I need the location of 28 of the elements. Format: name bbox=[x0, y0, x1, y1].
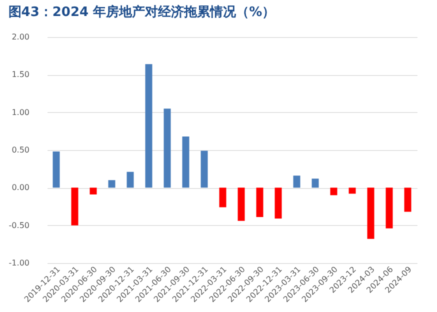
bar bbox=[386, 188, 393, 228]
bar bbox=[200, 150, 208, 188]
bar bbox=[145, 64, 152, 188]
bar bbox=[126, 172, 134, 188]
bar bbox=[238, 188, 245, 221]
bar bbox=[164, 108, 171, 188]
bar bbox=[312, 178, 319, 188]
y-tick-label: 1.00 bbox=[12, 108, 30, 117]
y-tick-label: -0.50 bbox=[8, 220, 30, 230]
y-tick-label: 1.50 bbox=[12, 70, 30, 80]
bar bbox=[52, 152, 60, 188]
chart-title: 图43：2024 年房地产对经济拖累情况（%） bbox=[8, 4, 276, 20]
bar bbox=[404, 188, 412, 212]
bar bbox=[90, 188, 97, 194]
bar bbox=[71, 188, 78, 226]
bar bbox=[348, 188, 356, 194]
bar bbox=[293, 176, 300, 188]
bar bbox=[330, 188, 338, 196]
y-tick-label: 0.00 bbox=[12, 183, 30, 192]
y-tick-label: 0.50 bbox=[12, 146, 30, 154]
bar bbox=[256, 188, 264, 218]
bar bbox=[219, 188, 226, 208]
bar bbox=[182, 136, 190, 188]
y-tick-label: -1.00 bbox=[8, 258, 30, 268]
bar bbox=[274, 188, 282, 219]
y-tick-label: 2.00 bbox=[12, 32, 30, 42]
bar bbox=[367, 188, 374, 239]
bar bbox=[108, 180, 116, 188]
